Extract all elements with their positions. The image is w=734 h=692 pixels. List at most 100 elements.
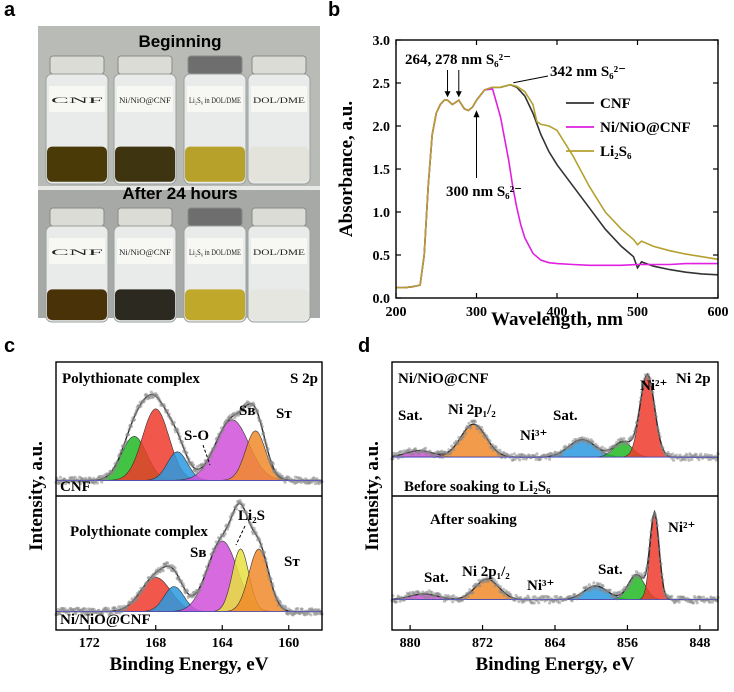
raw-point xyxy=(481,429,485,433)
raw-point xyxy=(287,475,291,479)
raw-point xyxy=(115,463,119,467)
raw-point xyxy=(548,601,552,605)
raw-point xyxy=(652,401,656,405)
raw-point xyxy=(212,447,216,451)
vial-cap xyxy=(117,55,173,75)
label-sat-bottom-2: Sat. xyxy=(598,562,623,578)
label-st-bottom: Sᴛ xyxy=(284,554,300,570)
raw-point xyxy=(92,476,96,481)
vial: CNF xyxy=(45,55,109,185)
vial-liquid xyxy=(47,289,107,321)
raw-point xyxy=(60,482,64,486)
raw-point xyxy=(646,372,650,377)
vial: Li₂S₆ in DOL/DME xyxy=(183,207,247,323)
raw-point xyxy=(409,596,413,600)
raw-point xyxy=(674,453,678,457)
raw-point xyxy=(222,425,226,429)
raw-point xyxy=(589,588,593,592)
raw-point xyxy=(561,449,565,453)
raw-point xyxy=(180,579,184,583)
raw-point xyxy=(494,580,498,584)
vial-label-paper xyxy=(117,238,173,264)
vial-liquid xyxy=(249,146,309,182)
vial-label-text: CNF xyxy=(51,96,105,105)
raw-point xyxy=(262,431,266,436)
raw-point xyxy=(413,447,418,451)
raw-point xyxy=(201,580,205,584)
raw-point xyxy=(117,611,122,615)
raw-point xyxy=(519,595,523,600)
raw-point xyxy=(591,584,595,588)
label-li2s: Li₂S xyxy=(238,508,265,524)
raw-point xyxy=(425,591,429,595)
raw-point xyxy=(661,446,665,450)
raw-point xyxy=(106,475,111,479)
raw-point xyxy=(408,591,412,595)
raw-point xyxy=(442,596,446,600)
raw-point xyxy=(124,439,128,443)
raw-point xyxy=(167,412,171,416)
raw-point xyxy=(632,433,636,437)
raw-point xyxy=(499,451,503,455)
raw-point xyxy=(452,594,456,598)
raw-point xyxy=(656,428,660,432)
raw-point xyxy=(134,409,139,413)
raw-point xyxy=(202,464,207,468)
raw-point xyxy=(262,553,266,557)
panel-letter-d: d xyxy=(358,335,370,357)
y-tick-label: 2.0 xyxy=(373,120,391,135)
raw-point xyxy=(161,569,165,573)
raw-point xyxy=(661,578,665,582)
raw-point xyxy=(194,595,198,599)
fit-peak-4 xyxy=(56,548,322,612)
raw-point xyxy=(206,566,210,571)
raw-point xyxy=(216,439,220,444)
raw-point xyxy=(58,475,63,479)
raw-point xyxy=(637,411,641,415)
raw-point xyxy=(312,476,316,480)
fit-peak-3 xyxy=(56,548,322,612)
raw-point xyxy=(655,524,659,528)
label-sb-top: Sʙ xyxy=(239,403,255,419)
label-sb-bottom: Sʙ xyxy=(190,545,206,561)
raw-point xyxy=(533,595,537,599)
label-sat-bottom-1: Sat. xyxy=(424,570,449,586)
raw-point xyxy=(517,599,521,604)
x-tick-label: 160 xyxy=(278,636,299,651)
raw-point xyxy=(649,383,653,387)
label-ni2-bottom: Ni²⁺ xyxy=(668,520,695,536)
raw-point xyxy=(648,538,652,542)
x-tick-label: 168 xyxy=(145,636,166,651)
raw-point xyxy=(658,557,662,561)
raw-point xyxy=(114,466,118,470)
raw-point xyxy=(190,460,194,465)
raw-point xyxy=(461,598,465,602)
raw-point xyxy=(234,507,238,511)
vial-label-text: Li₂S₆ in DOL/DME xyxy=(189,96,241,105)
raw-point xyxy=(263,438,267,442)
raw-point xyxy=(78,482,82,486)
raw-point xyxy=(467,421,471,425)
raw-point xyxy=(178,435,182,439)
label-ni3-top: Ni³⁺ xyxy=(520,428,547,444)
raw-point xyxy=(535,452,539,456)
raw-point xyxy=(620,593,624,597)
x-axis-label: Binding Energy, eV xyxy=(476,654,635,675)
label-ni3-bottom: Ni³⁺ xyxy=(527,578,554,594)
raw-point xyxy=(658,435,662,439)
raw-point xyxy=(127,427,131,432)
raw-point xyxy=(499,585,503,589)
raw-point xyxy=(654,518,659,522)
vial-label-paper xyxy=(49,238,105,264)
raw-point xyxy=(208,560,212,564)
raw-point xyxy=(654,415,659,419)
raw-point xyxy=(463,431,467,435)
raw-point xyxy=(657,547,661,551)
raw-point xyxy=(651,517,655,521)
raw-point xyxy=(229,517,233,522)
raw-point xyxy=(498,448,502,452)
raw-point xyxy=(279,601,283,606)
vial: CNF xyxy=(45,207,109,323)
vial-label-text: Ni/NiO@CNF xyxy=(119,96,172,105)
y-tick-label: 0.0 xyxy=(373,292,391,307)
